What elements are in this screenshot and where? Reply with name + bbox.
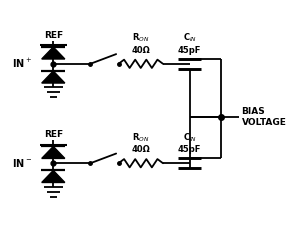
Polygon shape bbox=[42, 170, 65, 183]
Text: REF: REF bbox=[44, 31, 63, 40]
Polygon shape bbox=[42, 47, 65, 59]
Text: R$_{ON}$
40Ω: R$_{ON}$ 40Ω bbox=[131, 32, 150, 55]
Text: IN$^+$: IN$^+$ bbox=[13, 57, 32, 70]
Text: C$_{IN}$
45pF: C$_{IN}$ 45pF bbox=[178, 32, 201, 55]
Text: REF: REF bbox=[44, 131, 63, 139]
Text: IN$^-$: IN$^-$ bbox=[12, 157, 32, 169]
Text: BIAS
VOLTAGE: BIAS VOLTAGE bbox=[242, 107, 286, 127]
Polygon shape bbox=[42, 146, 65, 158]
Text: R$_{ON}$
40Ω: R$_{ON}$ 40Ω bbox=[131, 131, 150, 154]
Text: C$_{IN}$
45pF: C$_{IN}$ 45pF bbox=[178, 131, 201, 154]
Polygon shape bbox=[42, 71, 65, 83]
